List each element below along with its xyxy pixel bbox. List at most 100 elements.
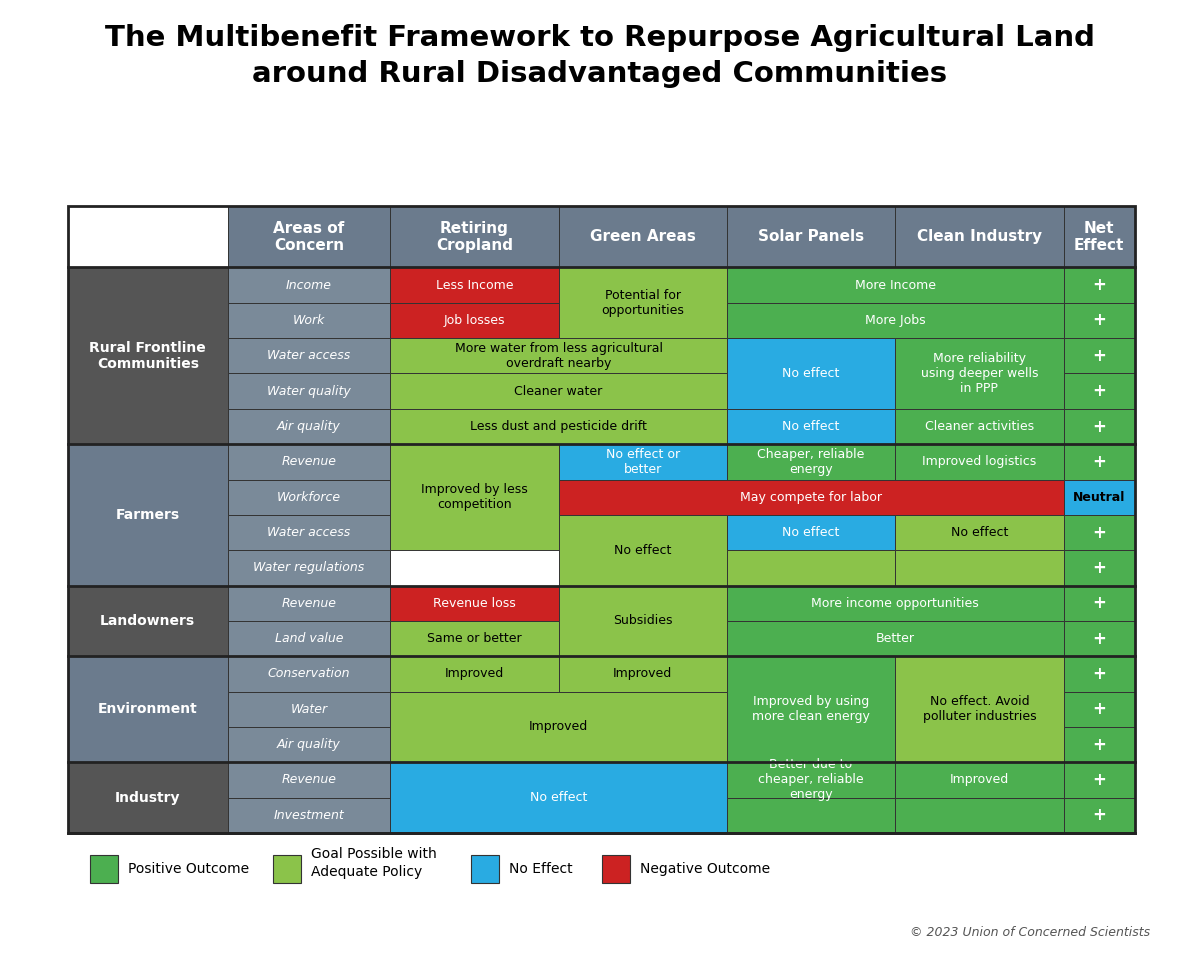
Bar (895, 444, 1064, 480)
Bar (1064, 798, 1135, 833)
Bar (227, 515, 390, 551)
Text: Investment: Investment (274, 809, 345, 822)
Bar (1064, 303, 1135, 338)
Bar (273, 855, 301, 883)
Bar (727, 267, 1064, 303)
Text: Improved: Improved (444, 668, 504, 680)
Text: +: + (1093, 771, 1106, 789)
Text: Conservation: Conservation (268, 668, 351, 680)
Text: Rural Frontline
Communities: Rural Frontline Communities (89, 341, 207, 371)
Bar (727, 206, 895, 267)
Text: +: + (1093, 735, 1106, 753)
Bar (727, 621, 1064, 656)
Text: Improved: Improved (950, 774, 1009, 786)
Bar (1064, 551, 1135, 585)
Text: Farmers: Farmers (115, 507, 180, 522)
Bar (390, 206, 558, 267)
Text: Improved by using
more clean energy: Improved by using more clean energy (752, 696, 870, 724)
Bar (558, 585, 727, 656)
Bar (727, 338, 895, 408)
Bar (227, 408, 390, 444)
Bar (390, 762, 727, 833)
Text: Water: Water (291, 702, 328, 716)
Text: No effect: No effect (782, 526, 839, 539)
Text: No Effect: No Effect (509, 862, 573, 876)
Bar (558, 444, 727, 480)
Bar (227, 656, 390, 692)
Text: Improved: Improved (528, 721, 588, 733)
Bar (390, 444, 558, 551)
Bar (227, 444, 390, 480)
Bar (727, 444, 895, 480)
Bar (390, 692, 727, 762)
Text: Better due to
cheaper, reliable
energy: Better due to cheaper, reliable energy (758, 758, 864, 801)
Bar (227, 480, 390, 515)
Bar (227, 692, 390, 727)
Text: Less Income: Less Income (436, 279, 513, 291)
Text: Areas of
Concern: Areas of Concern (274, 220, 345, 253)
Text: +: + (1093, 665, 1106, 683)
Text: Air quality: Air quality (277, 738, 341, 752)
Bar (602, 855, 629, 883)
Text: +: + (1093, 417, 1106, 435)
Text: Work: Work (293, 314, 325, 327)
Text: +: + (1093, 382, 1106, 400)
Bar (895, 338, 1064, 408)
Bar (68, 585, 227, 656)
Bar (727, 551, 895, 585)
Text: +: + (1093, 701, 1106, 718)
Bar (390, 621, 558, 656)
Text: Cleaner activities: Cleaner activities (925, 420, 1034, 433)
Text: Revenue: Revenue (281, 456, 336, 468)
Bar (727, 798, 895, 833)
Bar (68, 656, 227, 762)
Bar (68, 206, 1135, 833)
Bar (1064, 374, 1135, 408)
Bar (390, 408, 727, 444)
Text: Subsidies: Subsidies (613, 614, 673, 628)
Text: Improved: Improved (614, 668, 673, 680)
Text: Better: Better (876, 632, 915, 645)
Text: +: + (1093, 453, 1106, 471)
Text: Revenue loss: Revenue loss (434, 597, 515, 609)
Bar (390, 656, 558, 692)
Bar (895, 551, 1064, 585)
Text: Same or better: Same or better (428, 632, 521, 645)
Text: Water regulations: Water regulations (253, 561, 365, 575)
Bar (390, 303, 558, 338)
Bar (227, 585, 390, 621)
Text: Revenue: Revenue (281, 774, 336, 786)
Bar (1064, 515, 1135, 551)
Text: +: + (1093, 629, 1106, 648)
Bar (68, 444, 227, 585)
Text: More reliability
using deeper wells
in PPP: More reliability using deeper wells in P… (921, 352, 1038, 395)
Text: Job losses: Job losses (443, 314, 506, 327)
Text: +: + (1093, 276, 1106, 294)
Text: No effect: No effect (782, 420, 839, 433)
Text: Improved by less
competition: Improved by less competition (422, 483, 527, 511)
Bar (227, 374, 390, 408)
Bar (390, 267, 558, 303)
Text: Goal Possible with
Adequate Policy: Goal Possible with Adequate Policy (311, 847, 437, 879)
Text: Net
Effect: Net Effect (1074, 220, 1124, 253)
Text: Improved logistics: Improved logistics (922, 456, 1036, 468)
Text: Retiring
Cropland: Retiring Cropland (436, 220, 513, 253)
Text: No effect: No effect (782, 367, 839, 380)
Bar (727, 408, 895, 444)
Text: +: + (1093, 311, 1106, 330)
Bar (1064, 692, 1135, 727)
Bar (227, 551, 390, 585)
Bar (727, 303, 1064, 338)
Text: © 2023 Union of Concerned Scientists: © 2023 Union of Concerned Scientists (910, 926, 1151, 940)
Text: Neutral: Neutral (1072, 491, 1125, 504)
Text: Industry: Industry (115, 791, 180, 804)
Bar (1064, 480, 1135, 515)
Bar (1064, 408, 1135, 444)
Text: +: + (1093, 559, 1106, 577)
Text: No effect: No effect (614, 544, 671, 556)
Bar (727, 762, 895, 798)
Bar (1064, 206, 1135, 267)
Bar (1064, 762, 1135, 798)
Text: Revenue: Revenue (281, 597, 336, 609)
Bar (1064, 338, 1135, 374)
